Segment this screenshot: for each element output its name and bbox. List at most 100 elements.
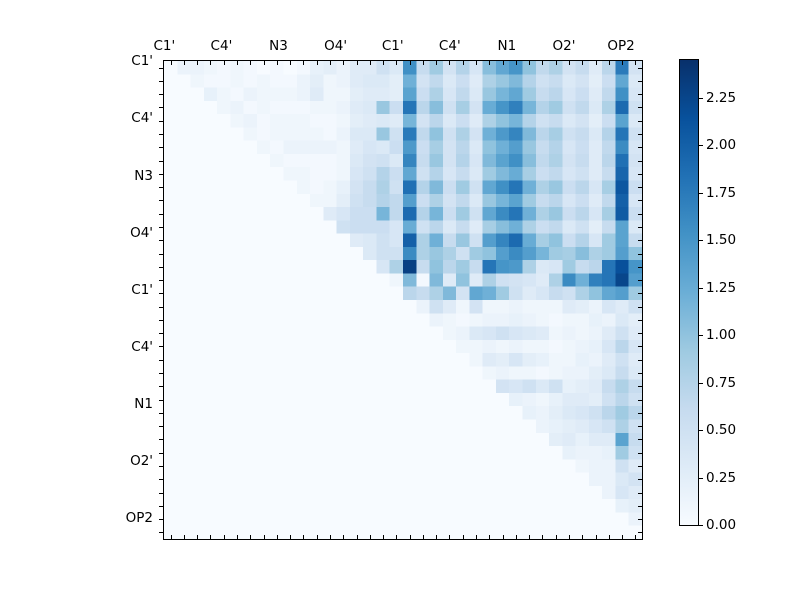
tick-mark: [638, 465, 642, 467]
tick-mark: [555, 535, 557, 539]
colorbar-tick-mark: [699, 335, 703, 337]
y-tick-label: C4': [131, 110, 153, 127]
tick-mark: [476, 535, 478, 539]
tick-mark: [369, 535, 371, 539]
tick-mark: [638, 319, 642, 321]
tick-mark: [183, 61, 185, 65]
tick-mark: [582, 535, 584, 539]
tick-mark: [502, 61, 504, 65]
tick-mark: [555, 61, 557, 65]
tick-mark: [356, 535, 358, 539]
y-tick-label: C1': [131, 281, 153, 298]
colorbar-tick-label: 0.50: [706, 422, 737, 439]
colorbar-tick-mark: [699, 287, 703, 289]
tick-mark: [237, 61, 239, 65]
tick-mark: [159, 280, 163, 282]
tick-mark: [159, 187, 163, 189]
tick-mark: [159, 479, 163, 481]
tick-mark: [159, 519, 163, 521]
y-tick-label: N1: [134, 395, 153, 412]
tick-mark: [635, 535, 637, 539]
tick-mark: [529, 535, 531, 539]
tick-mark: [638, 373, 642, 375]
tick-mark: [409, 535, 411, 539]
tick-mark: [276, 535, 278, 539]
tick-mark: [183, 535, 185, 539]
tick-mark: [582, 61, 584, 65]
tick-mark: [303, 535, 305, 539]
tick-mark: [638, 226, 642, 228]
heatmap-canvas: [164, 61, 642, 539]
tick-mark: [409, 61, 411, 65]
tick-mark: [237, 535, 239, 539]
tick-mark: [159, 346, 163, 348]
tick-mark: [638, 426, 642, 428]
tick-mark: [396, 61, 398, 65]
colorbar-tick-mark: [699, 97, 703, 99]
tick-mark: [159, 147, 163, 149]
y-tick-label: OP2: [125, 510, 153, 527]
tick-mark: [529, 61, 531, 65]
tick-mark: [159, 492, 163, 494]
tick-mark: [638, 253, 642, 255]
y-tick-label: O4': [130, 224, 153, 241]
tick-mark: [489, 61, 491, 65]
tick-mark: [638, 240, 642, 242]
y-tick-label: C1': [131, 53, 153, 70]
tick-mark: [502, 535, 504, 539]
tick-mark: [638, 200, 642, 202]
tick-mark: [159, 134, 163, 136]
tick-mark: [396, 535, 398, 539]
x-tick-label: C1': [381, 38, 404, 54]
tick-mark: [159, 94, 163, 96]
tick-mark: [170, 535, 172, 539]
tick-mark: [159, 373, 163, 375]
tick-mark: [635, 61, 637, 65]
tick-mark: [159, 399, 163, 401]
tick-mark: [638, 479, 642, 481]
colorbar-tick-mark: [699, 525, 703, 526]
tick-mark: [638, 160, 642, 162]
tick-mark: [263, 61, 265, 65]
tick-mark: [638, 306, 642, 308]
colorbar-tick-label: 2.25: [706, 89, 737, 106]
tick-mark: [608, 61, 610, 65]
tick-mark: [638, 412, 642, 414]
tick-mark: [159, 505, 163, 507]
tick-mark: [436, 61, 438, 65]
tick-mark: [568, 535, 570, 539]
tick-mark: [638, 333, 642, 335]
tick-mark: [638, 213, 642, 215]
x-tick-label: O2': [552, 38, 576, 54]
tick-mark: [638, 346, 642, 348]
colorbar-tick-label: 0.00: [706, 517, 737, 533]
tick-mark: [159, 120, 163, 122]
tick-mark: [489, 535, 491, 539]
tick-mark: [329, 61, 331, 65]
tick-mark: [343, 535, 345, 539]
x-axis-tick-labels: C1' C4' N3 O4' C1' C4' N1 O2' OP2: [153, 38, 641, 56]
tick-mark: [159, 532, 163, 534]
colorbar-tick-mark: [699, 192, 703, 194]
x-tick-label: C1': [153, 38, 176, 54]
tick-mark: [223, 61, 225, 65]
tick-mark: [595, 61, 597, 65]
tick-mark: [462, 535, 464, 539]
tick-mark: [263, 535, 265, 539]
tick-mark: [638, 147, 642, 149]
tick-mark: [462, 61, 464, 65]
tick-mark: [638, 386, 642, 388]
colorbar-tick-label: 0.25: [706, 469, 737, 486]
colorbar-tick-mark: [699, 240, 703, 242]
tick-mark: [356, 61, 358, 65]
tick-mark: [159, 439, 163, 441]
colorbar-tick-label: 1.25: [706, 279, 737, 296]
tick-mark: [316, 61, 318, 65]
tick-mark: [159, 412, 163, 414]
tick-mark: [159, 386, 163, 388]
tick-mark: [316, 535, 318, 539]
tick-mark: [159, 213, 163, 215]
tick-mark: [515, 61, 517, 65]
tick-mark: [159, 226, 163, 228]
tick-mark: [303, 61, 305, 65]
